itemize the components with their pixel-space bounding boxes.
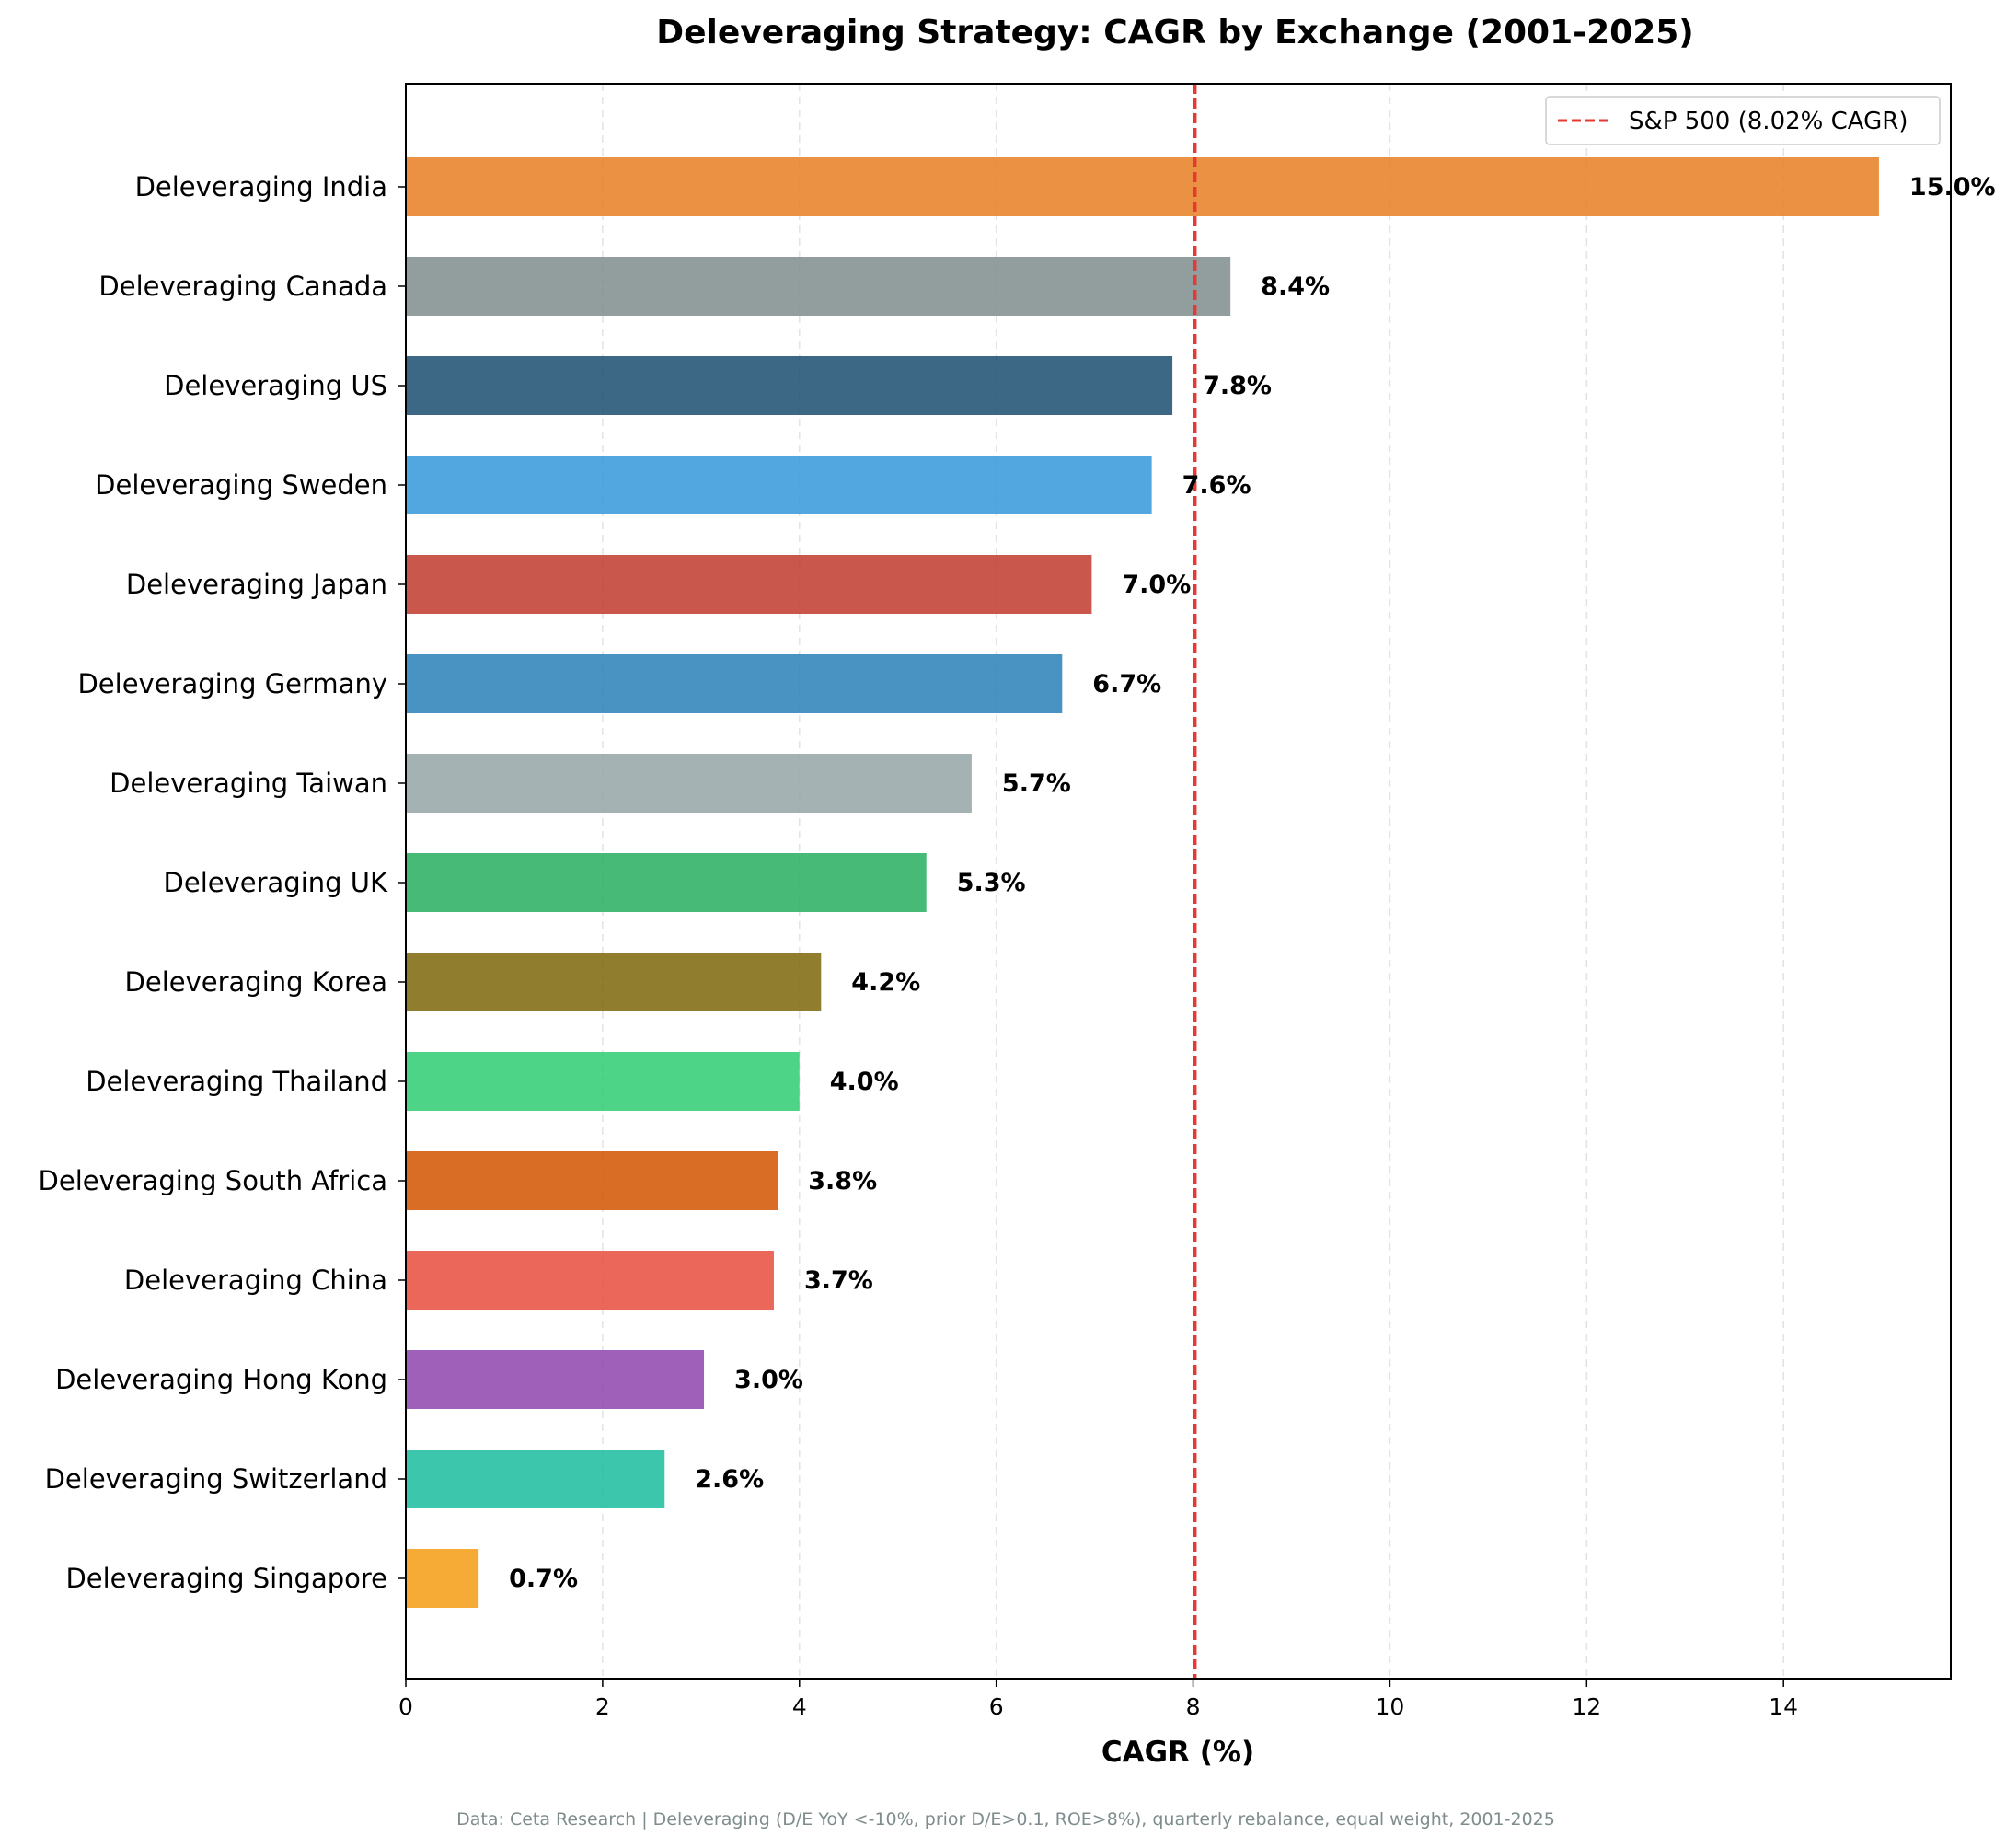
value-label: 7.8% [1203,372,1272,400]
legend-label: S&P 500 (8.02% CAGR) [1629,108,1908,135]
bars [406,157,1879,1608]
x-tick-label: 12 [1572,1693,1601,1720]
bar [406,953,822,1011]
legend: S&P 500 (8.02% CAGR) [1545,96,1941,145]
x-tick-label: 4 [792,1693,807,1720]
category-label: Deleveraging Japan [126,569,387,600]
footnote: Data: Ceta Research | Deleveraging (D/E … [456,1809,1555,1830]
x-axis-ticks: 0 2 4 6 8 10 12 14 [398,1679,1798,1720]
category-label: Deleveraging Canada [98,271,387,302]
value-label: 6.7% [1092,670,1161,699]
bar [406,654,1063,713]
value-label: 3.8% [808,1167,877,1195]
x-tick-label: 8 [1186,1693,1201,1720]
category-label: Deleveraging Sweden [95,469,387,501]
category-label: Deleveraging Thailand [86,1066,387,1097]
bar [406,1251,774,1310]
category-label: Deleveraging South Africa [39,1165,387,1196]
x-tick-label: 14 [1769,1693,1798,1720]
x-tick-label: 10 [1376,1693,1405,1720]
chart-title: Deleveraging Strategy: CAGR by Exchange … [656,14,1694,52]
value-label: 7.0% [1122,571,1191,599]
x-tick-label: 0 [398,1693,413,1720]
category-label: Deleveraging Germany [77,668,387,699]
category-label: Deleveraging Singapore [65,1563,387,1594]
legend-box [1545,96,1941,145]
bar [406,1350,705,1409]
value-label: 5.7% [1002,769,1071,798]
value-label: 3.7% [804,1266,873,1295]
value-label: 8.4% [1261,272,1330,301]
category-label: Deleveraging China [124,1265,387,1296]
x-tick-label: 6 [989,1693,1004,1720]
plot-frame [405,83,1952,1680]
category-label: Deleveraging UK [164,867,388,898]
bar [406,1450,665,1508]
bar [406,356,1173,415]
category-label: Deleveraging India [135,171,387,202]
x-tick-label: 2 [595,1693,610,1720]
bar [406,853,927,912]
x-axis-label: CAGR (%) [1101,1736,1254,1769]
bar [406,1052,800,1111]
value-label: 15.0% [1909,173,1996,202]
value-label: 7.6% [1182,471,1251,500]
bar [406,456,1152,514]
category-label: Deleveraging Korea [125,966,387,998]
value-label: 2.6% [695,1465,764,1494]
category-label: Deleveraging Hong Kong [55,1364,387,1395]
category-label: Deleveraging Switzerland [45,1463,387,1495]
category-labels: Deleveraging India Deleveraging Canada Del… [39,171,406,1594]
bar [406,1549,479,1608]
bar [406,555,1092,614]
bar [406,754,972,813]
grid-lines [602,84,1784,1679]
bar [406,1151,778,1210]
value-label: 4.2% [851,968,920,997]
category-label: Deleveraging US [164,370,387,401]
bar [406,157,1879,216]
value-label: 5.3% [957,869,1026,897]
value-label: 3.0% [734,1366,803,1394]
bar [406,257,1231,316]
value-label: 0.7% [509,1565,578,1593]
category-label: Deleveraging Taiwan [110,768,387,799]
value-labels: 15.0% 8.4% 7.8% 7.6% 7.0% 6.7% 5.7% 5.3% 4.2% 4.0… [509,173,1995,1593]
value-label: 4.0% [830,1068,899,1096]
